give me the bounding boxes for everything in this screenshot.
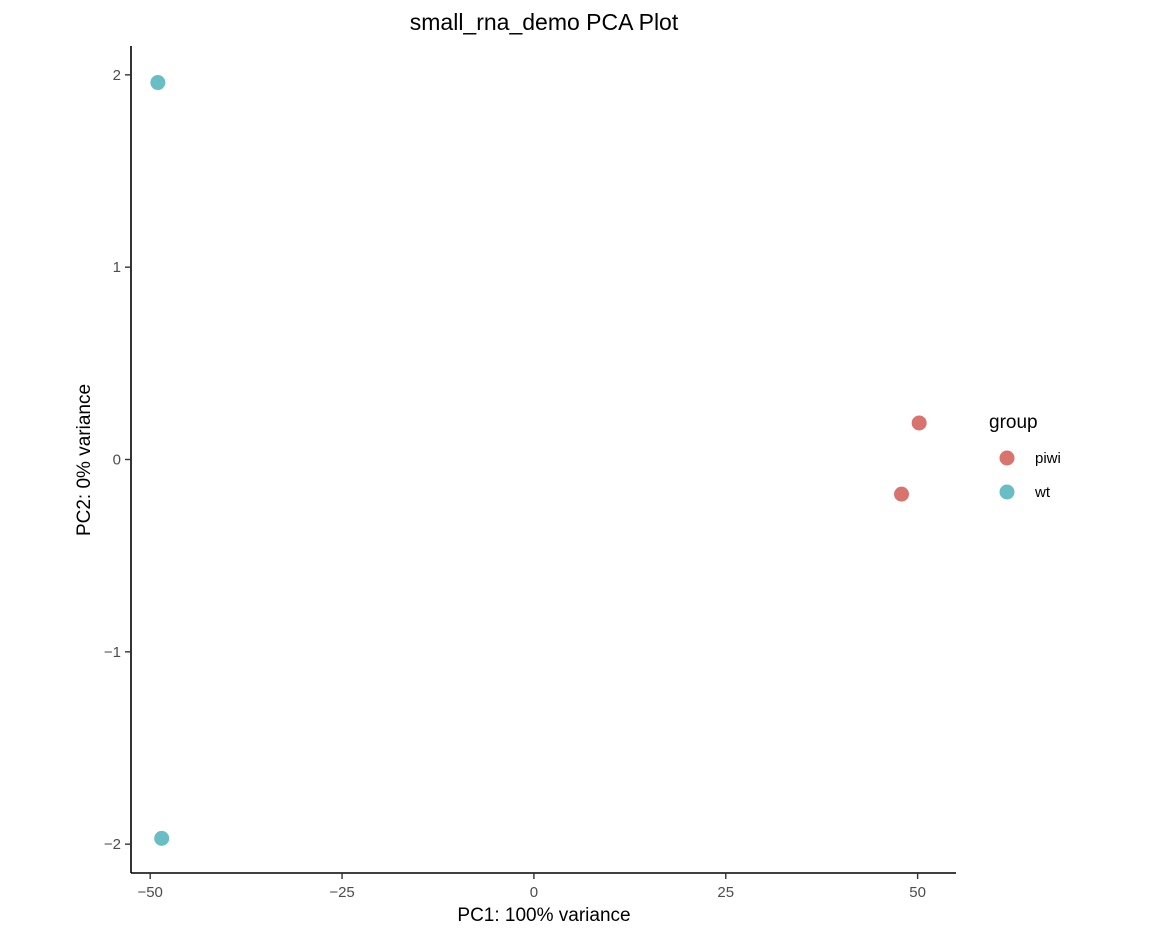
data-point-wt xyxy=(150,75,166,91)
x-axis-ticks: −50 −25 0 25 50 xyxy=(137,873,926,901)
y-tick-label: 0 xyxy=(113,452,121,469)
legend-label-piwi: piwi xyxy=(1035,450,1061,467)
y-tick-label: 2 xyxy=(113,67,121,84)
y-axis-title: PC2: 0% variance xyxy=(74,384,95,536)
y-tick-label: 1 xyxy=(113,259,121,276)
x-axis-title: PC1: 100% variance xyxy=(457,905,630,926)
data-points xyxy=(150,75,927,846)
legend-label-wt: wt xyxy=(1034,484,1051,501)
data-point-wt xyxy=(154,830,170,846)
x-tick-label: 50 xyxy=(909,884,926,901)
x-tick-label: 25 xyxy=(717,884,734,901)
x-tick-label: −50 xyxy=(137,884,162,901)
data-point-piwi xyxy=(911,415,927,431)
legend-items: piwi wt xyxy=(999,450,1061,501)
data-point-piwi xyxy=(894,486,910,502)
legend-key-wt xyxy=(999,484,1015,500)
chart-title: small_rna_demo PCA Plot xyxy=(410,9,679,35)
x-tick-label: −25 xyxy=(329,884,354,901)
y-axis-ticks: −2 −1 0 1 2 xyxy=(104,67,131,853)
legend: group piwi wt xyxy=(989,412,1061,501)
y-tick-label: −2 xyxy=(104,836,121,853)
x-tick-label: 0 xyxy=(530,884,538,901)
legend-key-piwi xyxy=(999,450,1015,466)
legend-title: group xyxy=(989,412,1038,433)
y-tick-label: −1 xyxy=(104,644,121,661)
